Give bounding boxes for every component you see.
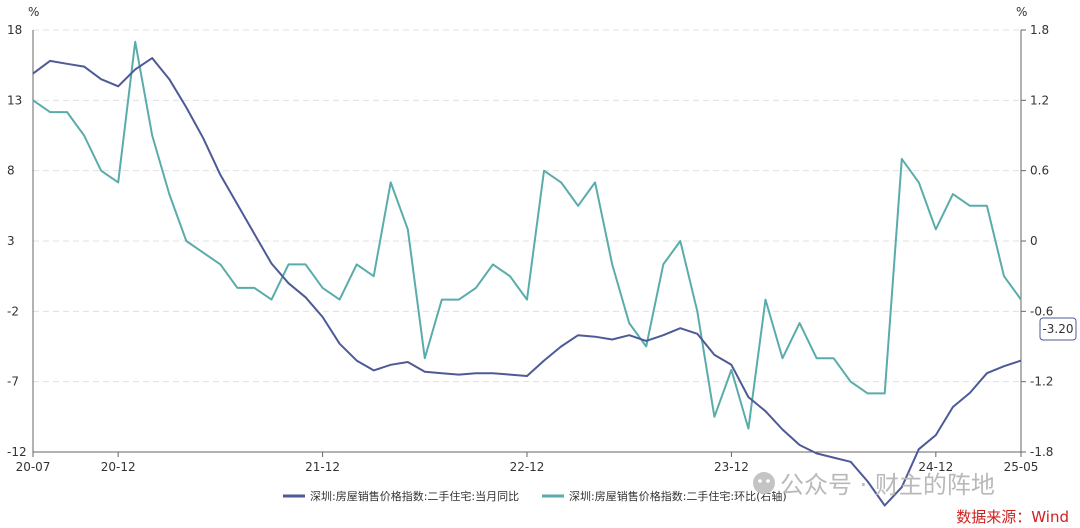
series-layer [32,40,1022,507]
left-tick-label: -7 [7,375,19,389]
right-tick-label: 0.6 [1030,164,1049,178]
left-tick-label: 8 [7,164,15,178]
series-line-1 [32,57,1022,507]
right-axis: 1.8 1.2 0.6 0 -0.6 -1.2 -1.8 [1020,23,1053,459]
watermark: 公众号 · 财主的阵地 [753,471,995,499]
x-axis: 20-07 20-12 21-12 22-12 23-12 24-12 25-05 [16,451,1039,474]
watermark-text: 公众号 · 财主的阵地 [780,471,995,499]
right-tick-label: -0.6 [1030,304,1053,318]
legend: 深圳:房屋销售价格指数:二手住宅:当月同比 深圳:房屋销售价格指数:二手住宅:环… [283,489,787,503]
end-value-label: -3.20 [1042,322,1073,336]
x-tick-label: 20-12 [101,460,136,474]
data-source: 数据来源：Wind [956,508,1069,526]
right-tick-label: 1.2 [1030,93,1049,107]
left-tick-label: 13 [7,93,22,107]
wechat-icon-eye-right [766,479,770,483]
left-tick-label: 3 [7,234,15,248]
x-tick-label: 24-12 [918,460,953,474]
right-tick-label: 1.8 [1030,23,1049,37]
end-value-callout: -3.20 [1039,317,1077,341]
x-tick-label: 22-12 [510,460,545,474]
wechat-icon-eye-left [758,479,762,483]
left-tick-label: -12 [7,445,27,459]
right-axis-unit: % [1016,5,1027,19]
right-tick-label: -1.8 [1030,445,1053,459]
right-tick-label: 0 [1030,234,1038,248]
grid-lines [33,29,1021,383]
end-value-box [1039,317,1077,341]
legend-label-series-2: 深圳:房屋销售价格指数:二手住宅:环比(右轴) [569,489,787,503]
left-tick-label: -2 [7,304,19,318]
left-axis: 18 13 8 3 -2 -7 -12 [7,23,34,459]
x-tick-label: 20-07 [16,460,51,474]
x-tick-label: 21-12 [305,460,340,474]
wechat-icon [753,472,775,494]
x-tick-label: 23-12 [714,460,749,474]
left-tick-label: 18 [7,23,22,37]
x-tick-label: 25-05 [1004,460,1039,474]
legend-label-series-1: 深圳:房屋销售价格指数:二手住宅:当月同比 [310,489,519,503]
left-axis-unit: % [28,5,39,19]
right-tick-label: -1.2 [1030,375,1053,389]
series-line-2 [32,40,1022,430]
